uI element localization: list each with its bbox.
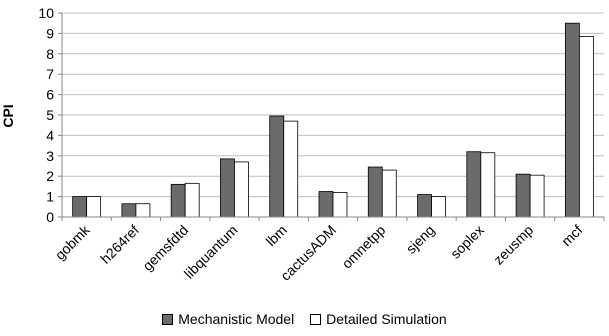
- y-tick-label: 10: [38, 5, 54, 21]
- bar-mechanistic-model: [417, 194, 432, 218]
- y-tick-label: 4: [46, 127, 54, 143]
- y-tick-label: 6: [46, 87, 54, 103]
- bar-detailed-simulation: [86, 196, 102, 218]
- y-tick-label: 9: [46, 25, 54, 41]
- legend: Mechanistic Model Detailed Simulation: [0, 311, 609, 328]
- bar-mechanistic-model: [367, 166, 383, 218]
- x-tick-label: omnetpp: [339, 222, 389, 272]
- y-tick-label: 7: [46, 66, 54, 82]
- x-tick-label: libquantum: [181, 222, 241, 282]
- x-tick-label: lbm: [263, 222, 290, 249]
- bar-detailed-simulation: [578, 36, 594, 218]
- x-tick-label: h264ref: [97, 222, 142, 267]
- bar-mechanistic-model: [269, 115, 285, 218]
- y-tick-label: 5: [46, 107, 54, 123]
- y-tick-label: 8: [46, 46, 54, 62]
- bar-mechanistic-model: [466, 151, 482, 218]
- bar-detailed-simulation: [529, 174, 545, 218]
- y-tick-label: 0: [46, 209, 54, 225]
- bar-detailed-simulation: [135, 203, 151, 218]
- bar-detailed-simulation: [431, 196, 446, 218]
- bar-mechanistic-model: [170, 183, 186, 218]
- bar-mechanistic-model: [121, 203, 137, 218]
- legend-item-detailed-simulation: Detailed Simulation: [310, 311, 447, 327]
- x-tick-label: sjeng: [403, 222, 438, 257]
- bar-detailed-simulation: [184, 182, 200, 218]
- bar-mechanistic-model: [564, 22, 580, 218]
- y-tick-label: 1: [46, 189, 54, 205]
- y-tick-label: 2: [46, 168, 54, 184]
- y-axis-label: CPI: [0, 104, 16, 127]
- x-tick-label: gobmk: [52, 221, 94, 263]
- bar-mechanistic-model: [220, 158, 235, 218]
- bar-detailed-simulation: [332, 192, 348, 218]
- x-tick-label: mcf: [558, 222, 585, 249]
- legend-label-detailed-simulation: Detailed Simulation: [326, 311, 447, 327]
- bar-mechanistic-model: [515, 173, 531, 218]
- x-tick-label: gemsfdtd: [139, 222, 191, 274]
- y-tick-label: 3: [46, 148, 54, 164]
- bar-mechanistic-model: [72, 196, 88, 218]
- x-tick-label: soplex: [447, 222, 487, 262]
- bar-mechanistic-model: [318, 191, 334, 218]
- bar-detailed-simulation: [381, 169, 397, 218]
- bar-detailed-simulation: [480, 152, 496, 218]
- x-tick-label: zeusmp: [490, 222, 536, 268]
- legend-swatch-mechanistic-model: [162, 313, 174, 325]
- legend-item-mechanistic-model: Mechanistic Model: [162, 311, 294, 327]
- bar-detailed-simulation: [234, 161, 249, 218]
- legend-swatch-detailed-simulation: [310, 313, 322, 325]
- legend-label-mechanistic-model: Mechanistic Model: [178, 311, 295, 327]
- bar-detailed-simulation: [283, 120, 299, 218]
